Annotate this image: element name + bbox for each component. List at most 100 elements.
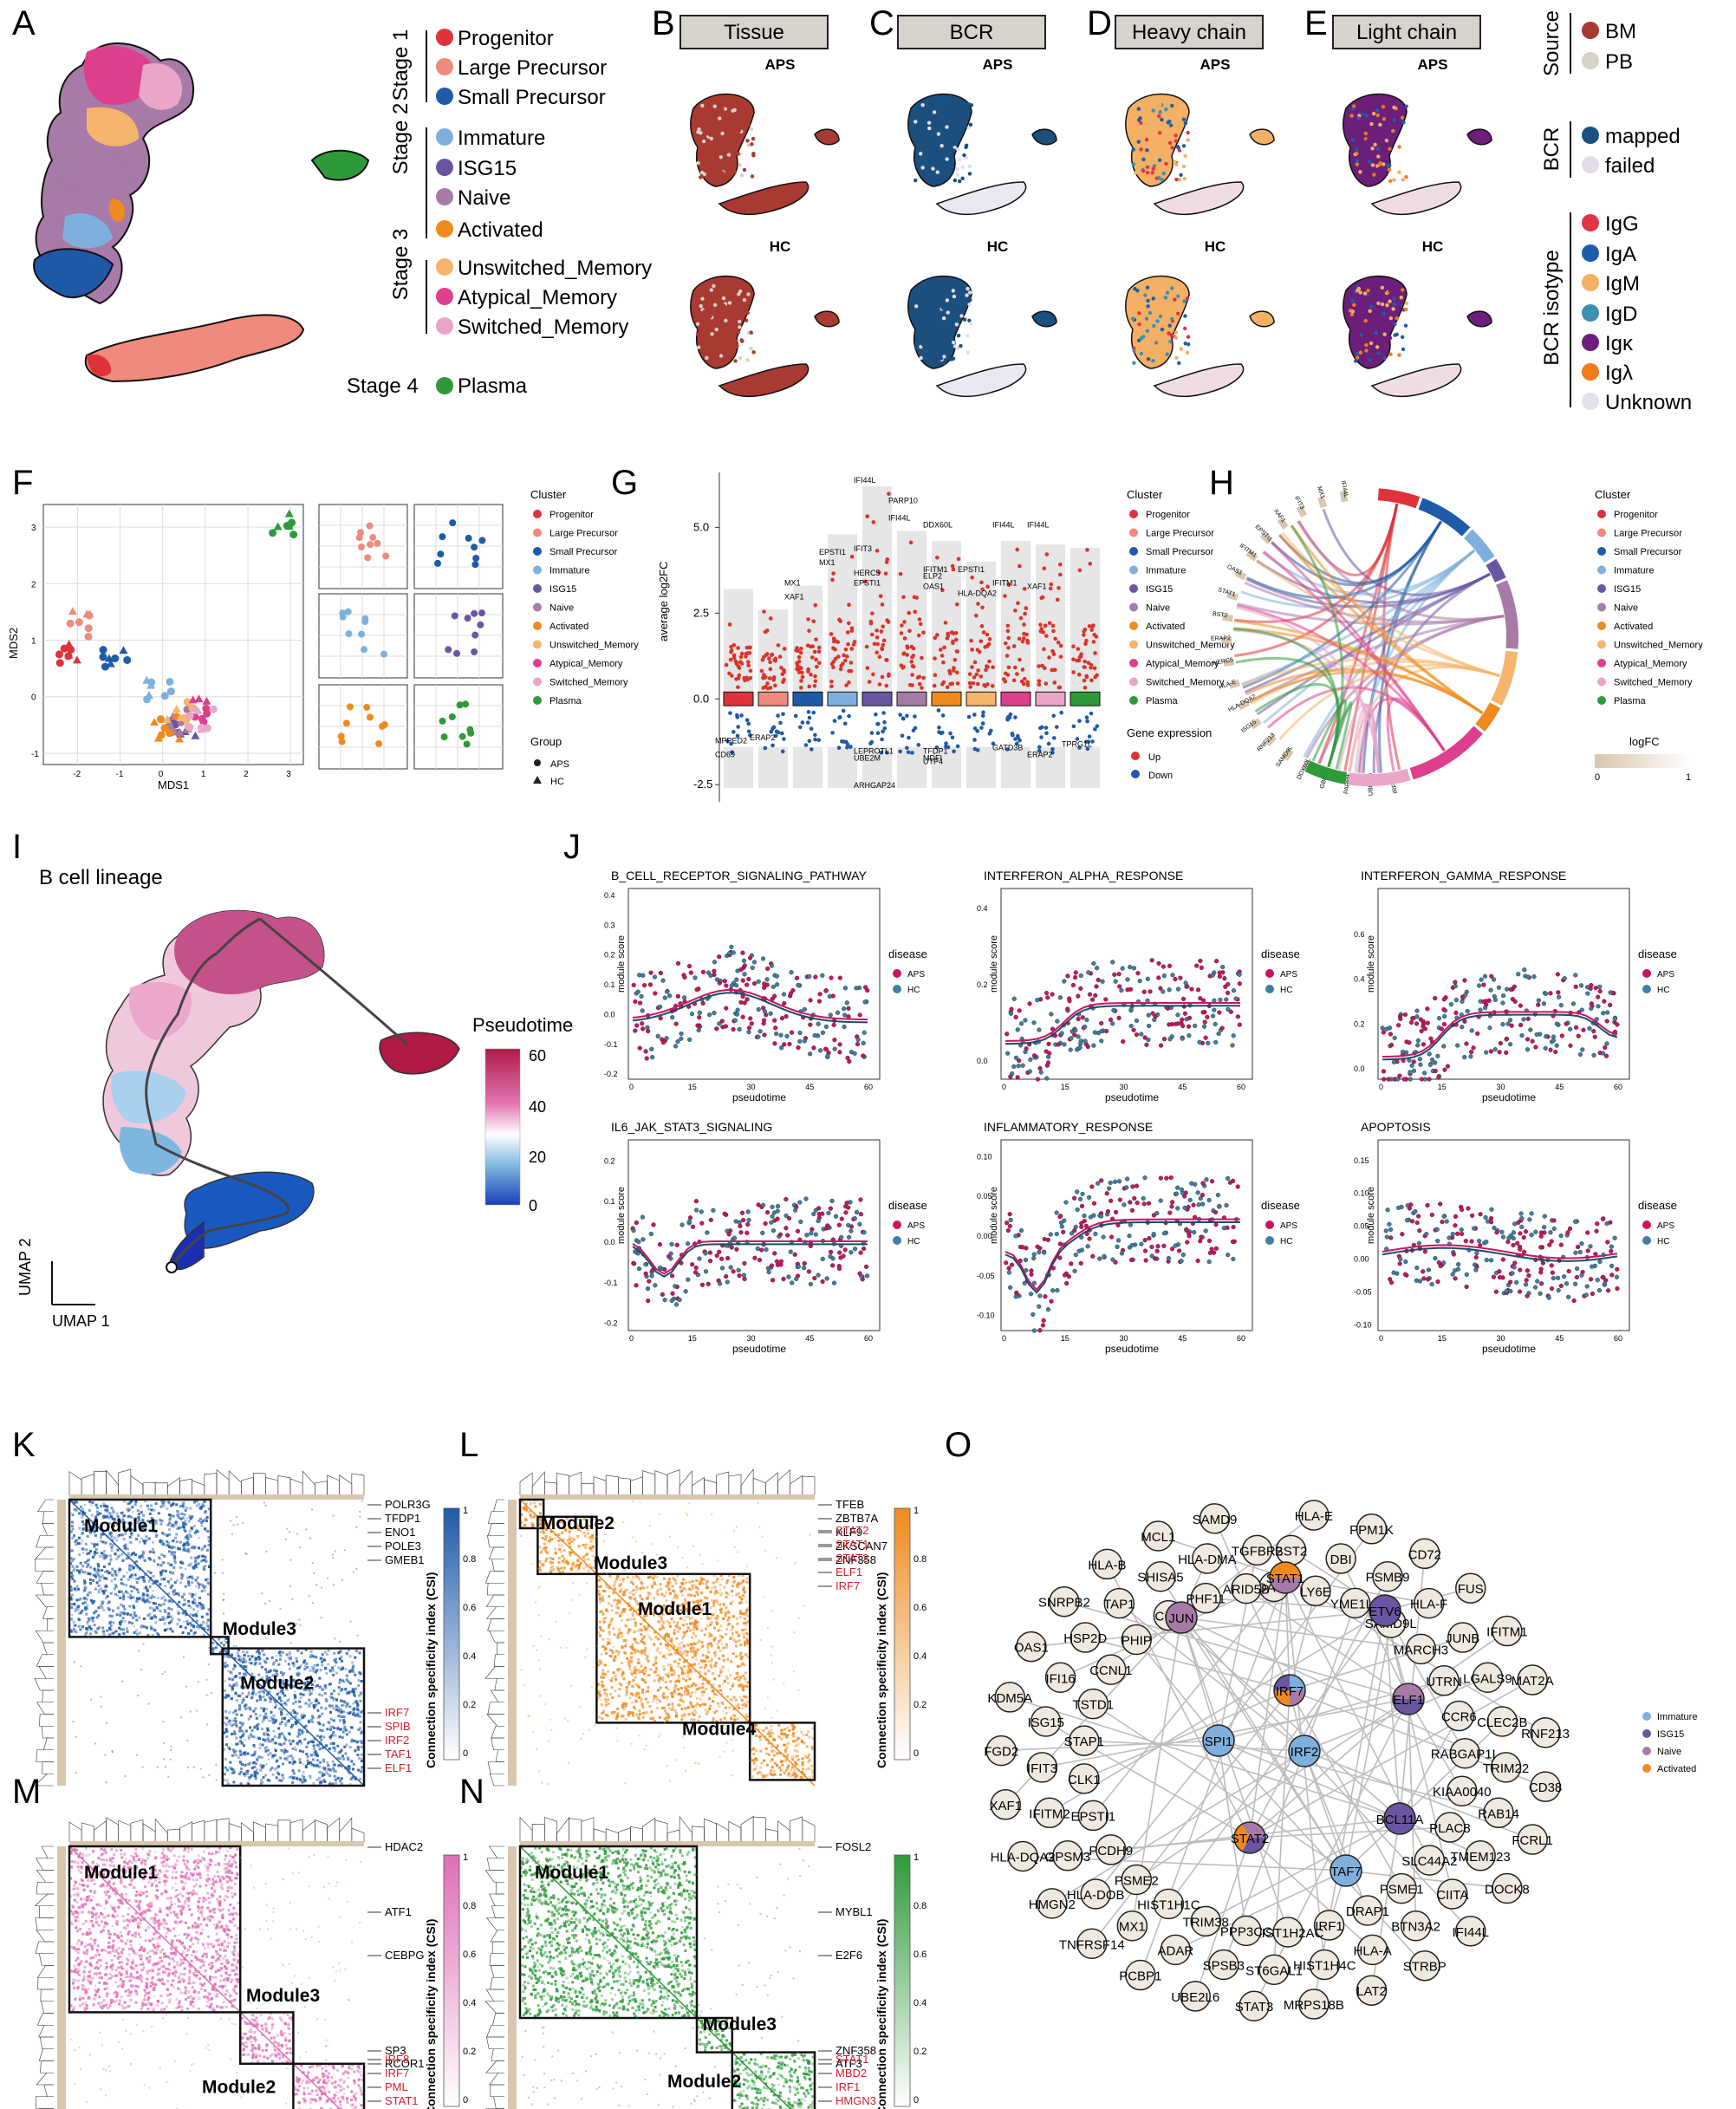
heatmap-cell-K xyxy=(153,1629,157,1632)
g-down-point xyxy=(916,743,921,747)
j-point xyxy=(746,1217,751,1223)
heatmap-cell-K xyxy=(196,1605,199,1608)
g-up-point xyxy=(899,631,904,635)
heatmap-cell-K xyxy=(250,1766,254,1769)
heatmap-cell-K xyxy=(129,1540,133,1544)
j-point xyxy=(1169,1204,1174,1209)
g-down-point xyxy=(882,719,887,725)
j-xtick: 45 xyxy=(805,1334,814,1343)
j-point xyxy=(1037,1250,1042,1255)
mini-cell-D xyxy=(1176,311,1180,316)
mini-cell-D xyxy=(1170,103,1174,108)
g-up-point xyxy=(865,666,870,670)
j-point xyxy=(1087,992,1093,997)
j-point xyxy=(1119,1251,1125,1256)
g-up-point xyxy=(727,671,731,676)
j-point xyxy=(744,982,750,987)
j-point xyxy=(749,1021,754,1026)
j-point xyxy=(750,965,755,971)
mini-cell-E xyxy=(1371,111,1376,116)
j-point xyxy=(697,1256,702,1261)
g-up-point xyxy=(768,667,773,672)
j-point xyxy=(1207,1250,1213,1255)
j-point xyxy=(707,1250,712,1255)
j-point xyxy=(1455,1043,1460,1048)
mini-cell-E xyxy=(1355,162,1360,166)
mini-cell-D xyxy=(1136,338,1141,343)
j-point xyxy=(1448,1002,1453,1007)
g-down-point xyxy=(875,731,881,736)
g-down-point xyxy=(793,713,798,719)
j-point xyxy=(1453,983,1458,989)
h-gene-label: IRF7 xyxy=(1391,780,1400,794)
j-point xyxy=(1109,1198,1114,1203)
g-up-point xyxy=(1050,648,1055,654)
heatmap-cell-K xyxy=(190,1605,193,1609)
heatmap-cell-K xyxy=(163,1608,166,1611)
g-up-point xyxy=(969,638,973,643)
g-cluster-strip xyxy=(1035,691,1066,706)
g-up-point xyxy=(901,652,906,656)
g-up-point xyxy=(1022,587,1027,591)
g-up-point xyxy=(1071,670,1076,674)
j-point xyxy=(1568,1043,1573,1048)
mini-cell-B xyxy=(738,319,742,324)
f-point-aps xyxy=(269,529,277,537)
heatmap-cell-K xyxy=(100,1539,103,1543)
f-ytick: -1 xyxy=(31,750,39,759)
j-point xyxy=(681,995,687,1000)
mini-cell-C xyxy=(933,324,937,329)
j-point xyxy=(1463,1239,1468,1244)
j-point xyxy=(789,970,794,975)
g-down-point xyxy=(763,745,768,751)
g-up-point xyxy=(747,651,752,655)
j-point xyxy=(1141,1195,1146,1201)
g-up-point xyxy=(736,685,740,690)
j-point xyxy=(1237,972,1242,977)
dendro-top-K xyxy=(315,1481,328,1495)
g-up-point xyxy=(955,681,960,686)
j-point xyxy=(636,1266,642,1272)
mini-cell-B xyxy=(725,325,730,329)
g-up-point xyxy=(767,676,772,680)
j-point xyxy=(1398,1256,1403,1262)
j-point xyxy=(1213,1209,1219,1215)
j-point xyxy=(1112,972,1117,977)
mini-cell-E xyxy=(1374,132,1378,136)
g-up-point xyxy=(871,520,876,524)
g-down-point xyxy=(773,733,778,739)
g-up-point xyxy=(912,595,917,600)
heatmap-cell-K xyxy=(200,1590,204,1593)
j-point xyxy=(1441,1260,1447,1266)
panelA-umap xyxy=(33,42,370,383)
j-point xyxy=(822,1046,829,1051)
heatmap-cell-K xyxy=(159,1574,163,1578)
heatmap-cell-K xyxy=(309,1754,313,1757)
g-up-point xyxy=(880,646,884,651)
cluster-legend-dot xyxy=(1129,622,1138,630)
j-point xyxy=(802,1038,807,1044)
mini-cell-D xyxy=(1165,352,1169,356)
heatmap-cell-K xyxy=(96,1565,100,1569)
mini-umap-tail-E xyxy=(1370,181,1462,216)
mini-cell-C xyxy=(922,123,927,128)
header-E: Light chain xyxy=(1356,21,1457,44)
heatmap-cell-K xyxy=(133,1573,137,1577)
g-up-point xyxy=(1089,628,1094,632)
j-point xyxy=(1512,1260,1518,1266)
j-point xyxy=(1588,1244,1593,1249)
heatmap-cell-K xyxy=(205,1516,209,1520)
j-point xyxy=(1460,1231,1465,1237)
mini-umap-plasma-C xyxy=(1031,128,1057,146)
f-point-hc xyxy=(191,731,200,739)
j-point xyxy=(816,1218,821,1224)
g-down-point xyxy=(882,726,888,731)
heatmap-cell-K xyxy=(228,1677,231,1681)
cluster-legend-dot xyxy=(1129,602,1138,612)
j-point xyxy=(705,1230,710,1235)
g-up-point xyxy=(1076,672,1082,677)
g-down-point xyxy=(1071,724,1076,729)
heatmap-cell-K xyxy=(256,1728,259,1731)
heatmap-cell-K xyxy=(120,1611,124,1614)
g-down-point xyxy=(1054,725,1059,729)
